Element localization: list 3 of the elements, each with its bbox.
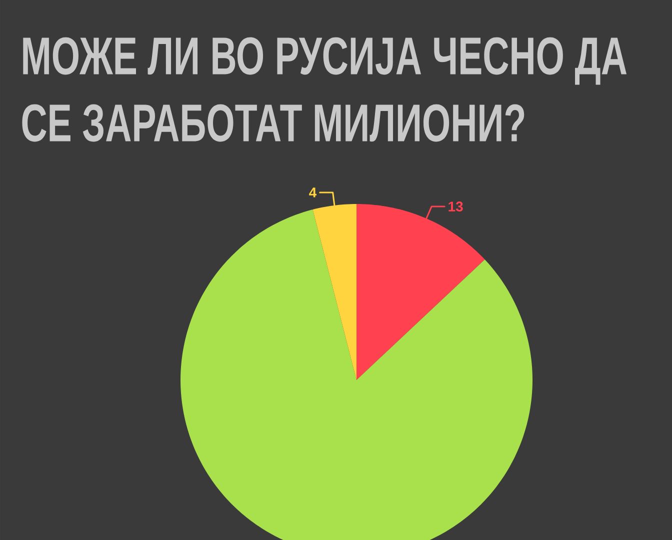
chart-title: МОЖЕ ЛИ ВО РУСИЈА ЧЕСНО ДА СЕ ЗАРАБОТАТ МИЛИОНИ?	[22, 37, 627, 142]
data-label: 4	[309, 188, 317, 198]
data-label: 13	[448, 202, 463, 212]
